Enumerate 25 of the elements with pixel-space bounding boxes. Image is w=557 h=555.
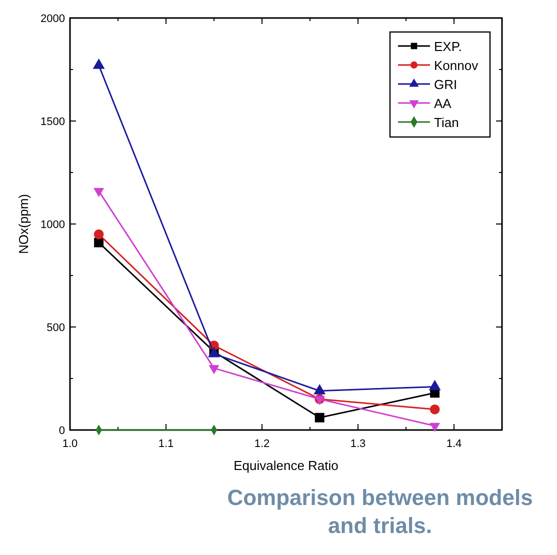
y-tick-label: 0 xyxy=(58,425,65,437)
x-tick-label: 1.4 xyxy=(446,438,462,450)
y-tick-label: 1000 xyxy=(40,219,65,231)
x-tick-label: 1.1 xyxy=(158,438,174,450)
y-tick-label: 2000 xyxy=(40,13,65,25)
legend-label: EXP. xyxy=(434,39,462,54)
point xyxy=(314,412,324,422)
x-axis-title: Equivalence Ratio xyxy=(234,458,338,473)
legend-label: Tian xyxy=(434,115,459,130)
point xyxy=(92,58,105,69)
y-tick-label: 500 xyxy=(46,322,65,334)
point xyxy=(430,404,440,414)
point xyxy=(208,365,220,374)
point xyxy=(430,422,440,432)
legend-label: AA xyxy=(434,96,452,111)
legend-label: Konnov xyxy=(434,58,479,73)
y-axis-title: NOx(ppm) xyxy=(16,194,31,254)
x-tick-label: 1.3 xyxy=(350,438,366,450)
point xyxy=(94,229,104,240)
y-tick-label: 1500 xyxy=(40,116,65,128)
x-tick-label: 1.0 xyxy=(62,438,78,450)
x-tick-label: 1.2 xyxy=(254,438,270,450)
text: Comparison between models and trials. xyxy=(227,485,533,538)
legend-label: GRI xyxy=(434,77,458,92)
point xyxy=(94,238,104,248)
